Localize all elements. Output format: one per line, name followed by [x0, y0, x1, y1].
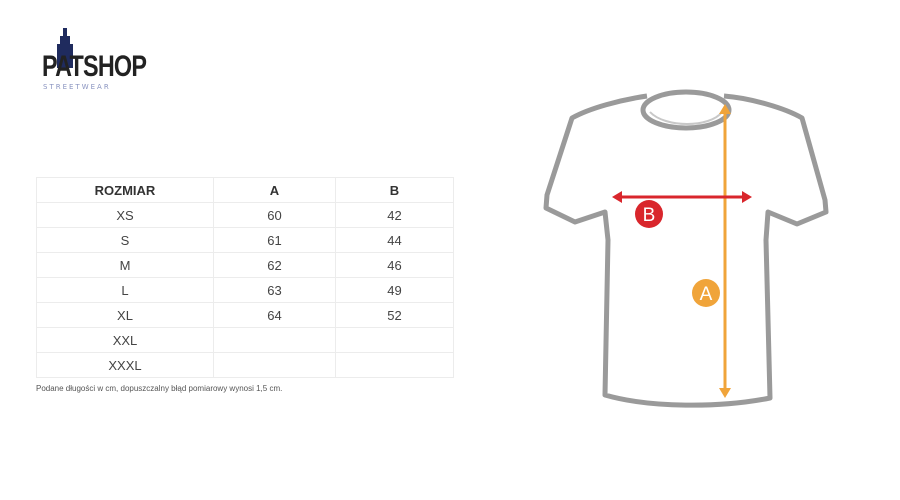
cell-a — [213, 327, 336, 353]
measurement-note: Podane długości w cm, dopuszczalny błąd … — [36, 384, 283, 393]
table-header-row: ROZMIAR A B — [36, 177, 454, 203]
measurement-b-arrow: B — [612, 191, 752, 228]
tshirt-outline — [543, 89, 829, 408]
table-row: XXXL — [36, 352, 454, 378]
cell-b: 52 — [335, 302, 454, 328]
table-row: XXL — [36, 327, 454, 353]
size-table: ROZMIAR A B XS 60 42 S 61 44 M 62 46 L 63 49 XL 64 52 X… — [36, 177, 454, 378]
cell-b — [335, 327, 454, 353]
table-row: XL 64 52 — [36, 302, 454, 328]
skyscraper-icon — [57, 28, 73, 68]
cell-b: 42 — [335, 202, 454, 228]
table-row: M 62 46 — [36, 252, 454, 278]
cell-a: 61 — [213, 227, 336, 253]
cell-a: 60 — [213, 202, 336, 228]
logo-text: PATSHOP — [42, 50, 147, 83]
cell-b — [335, 352, 454, 378]
patshop-logo: PATSHOP STREETWEAR — [38, 28, 147, 96]
cell-size: XL — [36, 302, 214, 328]
cell-a — [213, 352, 336, 378]
label-b: B — [643, 205, 656, 226]
cell-b: 44 — [335, 227, 454, 253]
measurement-a-arrow: A — [692, 104, 731, 398]
cell-size: XXL — [36, 327, 214, 353]
table-row: XS 60 42 — [36, 202, 454, 228]
label-a: A — [700, 284, 713, 305]
cell-size: XXXL — [36, 352, 214, 378]
cell-b: 46 — [335, 252, 454, 278]
header-size: ROZMIAR — [36, 177, 214, 203]
table-row: S 61 44 — [36, 227, 454, 253]
cell-size: M — [36, 252, 214, 278]
logo-tagline: STREETWEAR — [43, 83, 111, 91]
